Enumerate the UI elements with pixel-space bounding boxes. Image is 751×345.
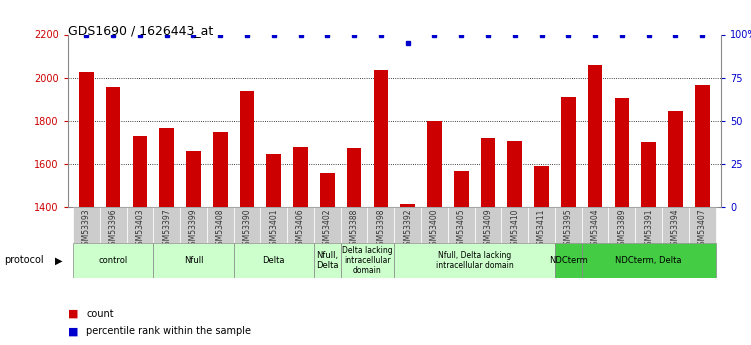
Text: GSM53397: GSM53397 xyxy=(162,209,171,250)
Bar xyxy=(314,243,341,278)
Bar xyxy=(534,166,549,345)
Bar xyxy=(608,207,635,243)
Bar xyxy=(106,87,120,345)
Text: GSM53392: GSM53392 xyxy=(403,209,412,250)
Bar xyxy=(448,207,475,243)
Bar xyxy=(421,207,448,243)
Bar xyxy=(614,98,629,345)
Bar xyxy=(394,207,421,243)
Text: NDCterm, Delta: NDCterm, Delta xyxy=(615,256,682,265)
Bar xyxy=(582,243,716,278)
Bar xyxy=(261,207,287,243)
Text: GSM53400: GSM53400 xyxy=(430,209,439,250)
Bar xyxy=(153,243,234,278)
Bar xyxy=(481,138,496,345)
Text: control: control xyxy=(98,256,128,265)
Text: percentile rank within the sample: percentile rank within the sample xyxy=(86,326,252,336)
Bar xyxy=(635,207,662,243)
Bar xyxy=(100,207,126,243)
Bar xyxy=(555,207,582,243)
Bar xyxy=(314,207,341,243)
Text: GSM53411: GSM53411 xyxy=(537,209,546,250)
Text: ▶: ▶ xyxy=(55,256,62,265)
Bar xyxy=(234,243,314,278)
Bar xyxy=(341,207,367,243)
Bar xyxy=(73,243,153,278)
Text: GSM53410: GSM53410 xyxy=(510,209,519,250)
Text: GDS1690 / 1626443_at: GDS1690 / 1626443_at xyxy=(68,24,213,37)
Bar xyxy=(186,151,201,345)
Text: GSM53389: GSM53389 xyxy=(617,209,626,250)
Text: GSM53399: GSM53399 xyxy=(189,209,198,250)
Bar xyxy=(427,121,442,345)
Bar xyxy=(180,207,207,243)
Bar xyxy=(293,147,308,345)
Bar xyxy=(153,207,180,243)
Bar xyxy=(240,90,255,345)
Bar xyxy=(159,128,174,345)
Bar xyxy=(588,65,602,345)
Bar xyxy=(689,207,716,243)
Bar xyxy=(287,207,314,243)
Text: GSM53407: GSM53407 xyxy=(698,209,707,250)
Bar xyxy=(213,131,228,345)
Bar xyxy=(79,72,94,345)
Bar xyxy=(394,243,555,278)
Text: GSM53402: GSM53402 xyxy=(323,209,332,250)
Bar xyxy=(367,207,394,243)
Text: count: count xyxy=(86,309,114,319)
Bar xyxy=(695,85,710,345)
Text: GSM53394: GSM53394 xyxy=(671,209,680,250)
Text: Nfull: Nfull xyxy=(184,256,204,265)
Text: ■: ■ xyxy=(68,326,78,336)
Text: Delta lacking
intracellular
domain: Delta lacking intracellular domain xyxy=(342,246,393,275)
Bar xyxy=(561,97,576,345)
Bar xyxy=(502,207,528,243)
Bar xyxy=(207,207,234,243)
Bar xyxy=(454,171,469,345)
Bar xyxy=(400,204,415,345)
Bar xyxy=(267,154,281,345)
Text: GSM53388: GSM53388 xyxy=(350,209,359,250)
Bar xyxy=(347,148,361,345)
Text: GSM53393: GSM53393 xyxy=(82,209,91,250)
Text: GSM53406: GSM53406 xyxy=(296,209,305,250)
Bar xyxy=(555,243,582,278)
Text: GSM53409: GSM53409 xyxy=(484,209,493,250)
Text: Delta: Delta xyxy=(263,256,285,265)
Bar xyxy=(126,207,153,243)
Text: GSM53390: GSM53390 xyxy=(243,209,252,250)
Text: Nfull,
Delta: Nfull, Delta xyxy=(316,251,339,270)
Text: GSM53395: GSM53395 xyxy=(564,209,573,250)
Bar xyxy=(341,243,394,278)
Text: GSM53401: GSM53401 xyxy=(270,209,279,250)
Bar xyxy=(641,142,656,345)
Bar xyxy=(582,207,608,243)
Text: NDCterm: NDCterm xyxy=(549,256,588,265)
Bar xyxy=(73,207,100,243)
Text: GSM53396: GSM53396 xyxy=(109,209,118,250)
Bar xyxy=(132,136,147,345)
Bar xyxy=(475,207,502,243)
Text: GSM53405: GSM53405 xyxy=(457,209,466,250)
Bar xyxy=(234,207,261,243)
Bar xyxy=(528,207,555,243)
Bar xyxy=(668,111,683,345)
Bar xyxy=(320,172,335,345)
Text: GSM53403: GSM53403 xyxy=(135,209,144,250)
Text: GSM53404: GSM53404 xyxy=(590,209,599,250)
Bar xyxy=(662,207,689,243)
Text: ■: ■ xyxy=(68,309,78,319)
Text: protocol: protocol xyxy=(4,256,44,265)
Text: GSM53398: GSM53398 xyxy=(376,209,385,250)
Text: GSM53408: GSM53408 xyxy=(216,209,225,250)
Text: Nfull, Delta lacking
intracellular domain: Nfull, Delta lacking intracellular domai… xyxy=(436,251,514,270)
Bar xyxy=(373,70,388,345)
Bar xyxy=(508,141,522,345)
Text: GSM53391: GSM53391 xyxy=(644,209,653,250)
